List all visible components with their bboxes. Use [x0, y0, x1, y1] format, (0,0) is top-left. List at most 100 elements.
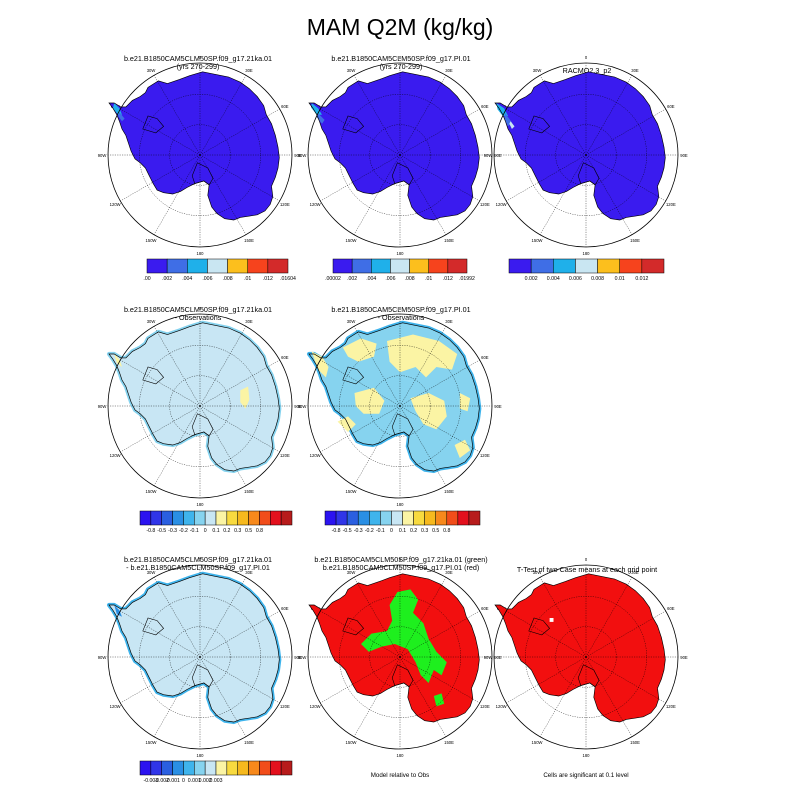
antarctica-field — [308, 573, 480, 723]
meridian-line — [199, 326, 247, 407]
meridian-line — [539, 154, 587, 235]
meridian-line — [120, 359, 201, 407]
longitude-label: 150E — [244, 238, 254, 243]
longitude-label: 30W — [147, 570, 156, 575]
longitude-label: 0 — [399, 557, 402, 562]
colorbar-box — [447, 258, 468, 274]
polar-map-mid-left: 030E60E90E120E150E180150W120W90W60W30W — [98, 306, 302, 507]
meridian-line — [585, 656, 666, 704]
longitude-label: 0 — [585, 55, 588, 60]
longitude-label: 90W — [484, 655, 493, 660]
panel-title-bot-middle: b.e21.B1850CAM5CLM50SP.f09_g17.21ka.01 (… — [286, 556, 516, 571]
colorbar-tick-label: .012 — [263, 276, 273, 282]
colorbar-box — [146, 258, 168, 274]
meridian-line — [585, 577, 633, 658]
colorbar-tick-label: .012 — [443, 276, 453, 282]
meridian-line — [399, 656, 447, 737]
colorbar-box — [435, 510, 448, 526]
longitude-label: 30E — [631, 570, 639, 575]
field-region — [342, 338, 377, 362]
meridian-line — [585, 154, 633, 235]
colorbar-box — [380, 510, 392, 526]
meridian-line — [506, 108, 587, 156]
colorbar-box — [194, 760, 206, 776]
longitude-label: 150E — [244, 740, 254, 745]
meridian-line — [153, 656, 201, 737]
polar-map-top-middle: 030E60E90E120E150E180150W120W90W60W30W — [298, 55, 502, 256]
field-region — [337, 416, 356, 432]
antarctica-fill — [495, 573, 666, 722]
colorbar-tick-label: -0.3 — [168, 528, 177, 534]
meridian-line — [153, 75, 201, 156]
colorbar-tick-label: .008 — [405, 276, 415, 282]
colorbar-box — [150, 760, 162, 776]
longitude-label: 30E — [631, 68, 639, 73]
longitude-label: 90W — [98, 404, 107, 409]
longitude-label: 60E — [281, 355, 289, 360]
colorbar-box — [259, 760, 271, 776]
colorbar-box — [409, 258, 429, 274]
longitude-label: 60E — [667, 104, 675, 109]
meridian-line — [199, 75, 247, 156]
note-model-relative: Model relative to Obs — [370, 772, 430, 779]
field-region — [354, 387, 385, 414]
longitude-label: 30W — [347, 319, 356, 324]
latitude-circle — [169, 375, 231, 437]
antarctica-fill — [309, 573, 480, 722]
longitude-label: 0 — [585, 557, 588, 562]
colorbar-box — [226, 760, 238, 776]
colorbar-tick-label: 0.006 — [569, 276, 582, 282]
colorbar-box — [248, 760, 260, 776]
colorbar-box — [215, 510, 228, 526]
longitude-label: 60E — [667, 606, 675, 611]
colorbar-mid-middle: -0.8 -0.5 -0.3 -0.2 -0.1 0 0.1 0.2 0.3 0.5 0.8 — [324, 510, 481, 534]
panel-title-line1: RACMO2.3_p2 — [562, 66, 612, 75]
colorbar-tick-label: -0.2 — [365, 528, 374, 534]
colorbar-box — [248, 510, 260, 526]
meridian-line — [199, 154, 247, 235]
meridian-line — [399, 154, 480, 202]
colorbar-box — [237, 510, 249, 526]
meridian-line — [320, 359, 401, 407]
colorbar-tick-label: 0.2 — [410, 528, 417, 534]
meridian-line — [320, 405, 401, 453]
meridian-line — [585, 75, 633, 156]
panel-title-line2: (yrs 270-299) — [176, 61, 220, 71]
longitude-label: 150W — [146, 740, 157, 745]
meridian-line — [353, 405, 401, 486]
colorbar-tick-label: 0 — [204, 528, 207, 534]
colorbar-tick-label: -0.8 — [332, 528, 341, 534]
colorbar-top-left: .00 .002 .004 .006 .008 .01 .012 .01604 — [143, 258, 296, 282]
colorbar-tick-label: 0.2 — [223, 528, 230, 534]
meridian-line — [199, 405, 247, 486]
panel-title-line1: b.e21.B1850CAM5CLM50SP.f09_g17.21ka.01 — [123, 305, 273, 314]
colorbar-box — [161, 510, 173, 526]
meridian-line — [585, 154, 666, 202]
colorbar-tick-label: .002 — [162, 276, 172, 282]
antarctica-fill — [109, 71, 280, 220]
colorbar-tick-label: 0.1 — [212, 528, 219, 534]
meridian-line — [399, 75, 447, 156]
colorbar-box — [402, 510, 414, 526]
longitude-label: 30W — [347, 570, 356, 575]
meridian-line — [506, 154, 587, 202]
longitude-label: 150E — [444, 489, 454, 494]
colorbar-box — [204, 760, 217, 776]
meridian-line — [539, 656, 587, 737]
longitude-label: 90E — [294, 655, 302, 660]
field-region — [118, 112, 125, 122]
map-border — [307, 62, 493, 248]
panel-title-line1: b.e21.B1850CAM5CLM50SP.f09_g17.PI.01 — [331, 54, 471, 63]
longitude-label: 30E — [245, 319, 253, 324]
colorbar-tick-label: 0 — [182, 778, 185, 784]
colorbar-box — [139, 760, 152, 776]
longitude-label: 180 — [583, 753, 591, 758]
panel-title-line2: - b.e21.B1850CAM5CLM50SP.f09_g17.PI.01 — [126, 562, 270, 572]
latitude-circle — [369, 375, 431, 437]
meridian-line — [120, 405, 201, 453]
longitude-label: 150W — [346, 489, 357, 494]
panel-title-line2: - Observations — [377, 312, 425, 322]
meridian-line — [399, 108, 480, 156]
longitude-label: 150W — [532, 740, 543, 745]
